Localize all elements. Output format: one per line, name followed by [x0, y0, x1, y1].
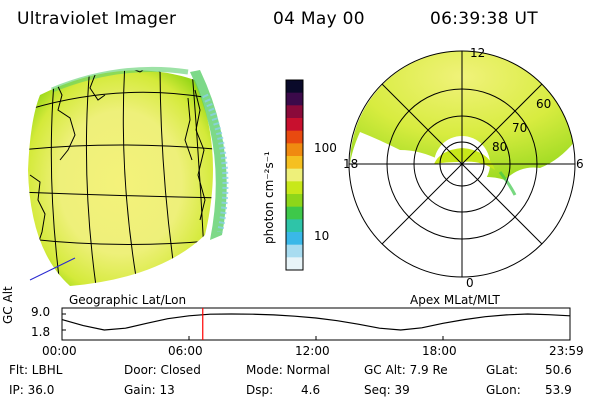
mlt-label-12: 12 [470, 46, 486, 60]
mlat-label-80: 80 [492, 140, 508, 154]
altitude-axis-label: GC Alt [1, 286, 15, 324]
geographic-panel-label: Geographic Lat/Lon [69, 293, 187, 307]
glat-label: GLat: [486, 363, 519, 377]
colorbar-swatch [286, 156, 303, 170]
colorbar-swatch [286, 257, 303, 271]
intensity-colorbar [285, 79, 304, 271]
glat-value: 50.6 [545, 363, 572, 377]
colorbar-frame [285, 79, 304, 271]
altitude-plot-frame [61, 307, 571, 341]
mlt-label-18: 18 [343, 157, 359, 171]
observation-time: 06:39:38 UT [430, 9, 538, 29]
observation-date: 04 May 00 [273, 9, 365, 29]
mlat-label-70: 70 [512, 121, 528, 135]
filter-status: Flt: LBHL [9, 363, 63, 377]
mlat-label-60: 60 [536, 97, 552, 111]
colorbar-swatch [286, 143, 303, 157]
colorbar-swatch [286, 105, 303, 119]
apex-polar-plot [348, 50, 576, 278]
colorbar-swatch [286, 118, 303, 132]
dsp-value: 4.6 [301, 383, 321, 397]
dsp-label: Dsp: [246, 383, 274, 397]
colorbar-swatch [286, 194, 303, 208]
colorbar-swatch [286, 244, 303, 258]
colorbar-swatch [286, 219, 303, 233]
glon-value: 53.9 [545, 383, 572, 397]
time-tick-0000: 00:00 [42, 344, 77, 358]
altitude-curve [61, 313, 571, 331]
geographic-globe-image [28, 66, 229, 286]
colorbar-swatch [286, 80, 303, 94]
mode-status: Mode: Normal [246, 363, 330, 377]
altitude-ytick-1-8: 1.8 [31, 325, 51, 339]
instrument-title: Ultraviolet Imager [17, 9, 177, 29]
gain-status: Gain: 13 [124, 383, 175, 397]
altitude-ytick-9: 9.0 [31, 305, 51, 319]
gc-alt-status: GC Alt: 7.9 Re [364, 363, 448, 377]
seq-status: Seq: 39 [364, 383, 410, 397]
time-tick-2359: 23:59 [549, 344, 584, 358]
mlt-label-0: 0 [466, 276, 474, 290]
colorbar-swatch [286, 206, 303, 220]
mlt-label-6: 6 [576, 157, 584, 171]
colorbar-tick-10: 10 [314, 229, 330, 243]
colorbar-swatch [286, 130, 303, 144]
colorbar-swatch [286, 232, 303, 246]
colorbar-swatch [286, 181, 303, 195]
glon-label: GLon: [486, 383, 521, 397]
time-tick-0600: 06:00 [168, 344, 203, 358]
time-tick-1800: 18:00 [422, 344, 457, 358]
ip-status: IP: 36.0 [9, 383, 55, 397]
colorbar-tick-100: 100 [314, 141, 337, 155]
colorbar-swatch [286, 168, 303, 182]
colorbar-swatch [286, 92, 303, 106]
apex-panel-label: Apex MLat/MLT [410, 293, 500, 307]
time-tick-1200: 12:00 [295, 344, 330, 358]
door-status: Door: Closed [124, 363, 201, 377]
